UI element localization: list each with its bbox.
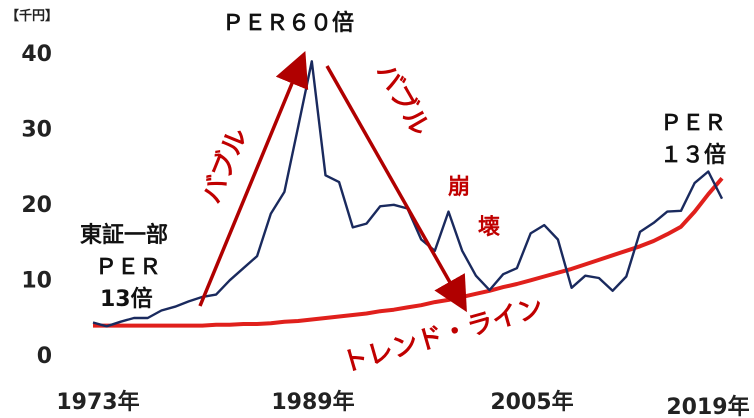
trend-line-series xyxy=(93,176,724,328)
annotation-start-line2: ＰＥＲ xyxy=(95,255,161,280)
y-tick-label: 10 xyxy=(21,269,52,294)
annotation-end-line2: １３倍 xyxy=(660,142,726,168)
x-tick-label: 2005年 xyxy=(490,389,573,415)
annotation-collapse-char1: 崩 xyxy=(448,175,470,200)
annotation-trend-line: トレンド・ライン xyxy=(339,293,547,379)
unit-label: 【千円】 xyxy=(6,8,58,24)
bubble-arrow xyxy=(198,51,309,307)
annotation-end-line1: ＰＥＲ xyxy=(660,111,726,136)
x-tick-label: 1973年 xyxy=(56,389,139,415)
annotation-start-line3: 13倍 xyxy=(100,286,153,312)
x-axis-ticks: 1973年 1989年 2005年 2019年 xyxy=(56,389,749,418)
y-tick-label: 20 xyxy=(21,193,52,218)
collapse-arrow xyxy=(325,65,467,313)
annotation-collapse: バブル xyxy=(370,58,436,141)
y-axis-ticks: 0 10 20 30 40 xyxy=(21,42,52,369)
annotation-start-line1: 東証一部 xyxy=(80,222,168,248)
annotation-collapse-char2: 壊 xyxy=(478,215,501,240)
x-tick-label: 2019年 xyxy=(666,394,749,418)
y-tick-label: 40 xyxy=(21,42,52,67)
y-tick-label: 0 xyxy=(37,344,52,369)
y-tick-label: 30 xyxy=(21,118,52,143)
x-tick-label: 1989年 xyxy=(271,389,354,415)
annotation-peak: ＰＥＲ６０倍 xyxy=(222,10,354,36)
